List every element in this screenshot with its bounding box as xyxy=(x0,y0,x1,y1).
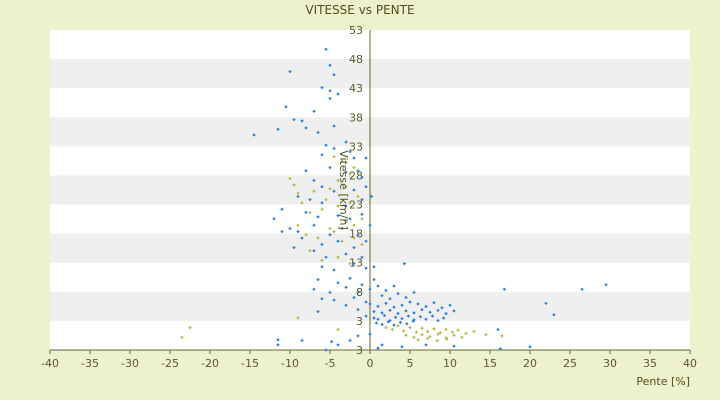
x-tick-label: 10 xyxy=(443,357,457,370)
x-axis-title: Pente [%] xyxy=(636,375,690,388)
data-point xyxy=(292,117,296,122)
x-tick-label: 25 xyxy=(563,357,577,370)
y-tick-label: 53 xyxy=(349,24,363,37)
x-tick-label: 20 xyxy=(523,357,537,370)
data-point xyxy=(312,109,316,113)
x-tick-label: 0 xyxy=(367,357,374,370)
x-tick-label: -10 xyxy=(281,357,299,370)
data-point xyxy=(332,124,336,128)
y-tick-label: 13 xyxy=(349,257,363,270)
x-tick-label: -25 xyxy=(161,357,179,370)
x-tick-label: 40 xyxy=(683,357,697,370)
data-point xyxy=(544,301,548,305)
x-tick-label: -20 xyxy=(201,357,219,370)
data-point xyxy=(604,283,608,287)
x-tick-label: -40 xyxy=(41,357,59,370)
x-tick-label: -35 xyxy=(81,357,99,370)
tick-labels: -40 -35 -30 -25 -20 -15 -10 -5 0 5 10 15 20 25 30 35 40 3… xyxy=(41,24,697,370)
chart-title: VITESSE vs PENTE xyxy=(305,3,414,17)
data-point xyxy=(324,47,328,51)
y-tick-label: 18 xyxy=(349,228,363,241)
data-point xyxy=(320,85,324,90)
y-tick-label: 3 xyxy=(356,315,363,328)
y-tick-label: 28 xyxy=(349,169,363,182)
x-tick-label: 5 xyxy=(407,357,414,370)
y-axis-title: Vitesse [km/h] xyxy=(337,150,350,230)
data-point xyxy=(336,92,340,96)
data-point xyxy=(288,69,292,74)
x-tick-label: -15 xyxy=(241,357,259,370)
x-tick-label: -30 xyxy=(121,357,139,370)
y-tick-label: 43 xyxy=(349,82,363,95)
y-tick-label: 33 xyxy=(349,140,363,153)
y-tick-label: 38 xyxy=(349,111,363,124)
x-tick-label: 35 xyxy=(643,357,657,370)
y-tick-label: 48 xyxy=(349,53,363,66)
data-point xyxy=(328,63,332,67)
data-point xyxy=(580,287,584,291)
data-point xyxy=(188,325,192,330)
x-tick-label: 30 xyxy=(603,357,617,370)
y-tick-label: 23 xyxy=(349,199,363,212)
x-tick-label: 15 xyxy=(483,357,497,370)
data-point xyxy=(180,335,184,339)
data-point xyxy=(300,119,304,123)
x-tick-label: -5 xyxy=(325,357,336,370)
y-tick-label: 3 xyxy=(356,344,363,357)
